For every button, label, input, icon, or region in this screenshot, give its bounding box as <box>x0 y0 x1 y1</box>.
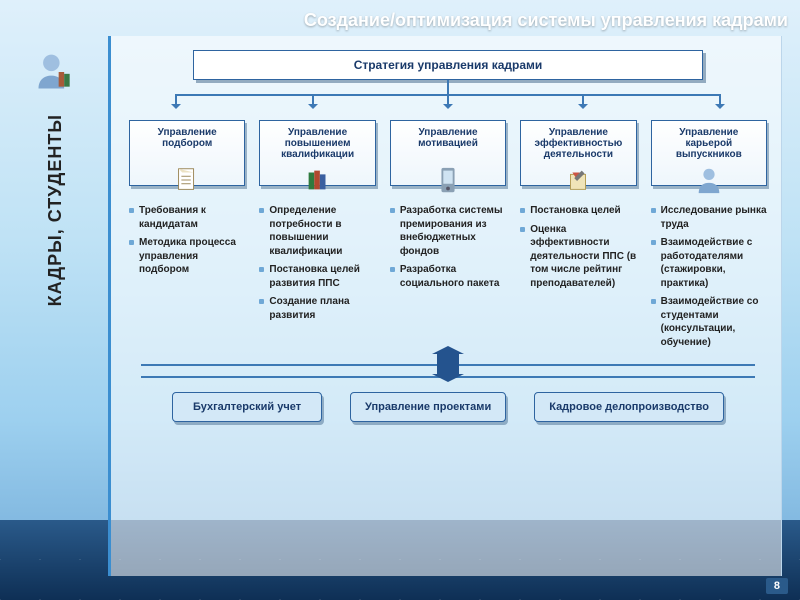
bullet-item: Определение потребности в повышении квал… <box>259 204 375 258</box>
double-arrow-icon <box>430 352 466 376</box>
content-panel: Стратегия управления кадрами Управление … <box>108 36 782 576</box>
columns-row: Управление подбором Требования к кандидат… <box>129 120 767 354</box>
column-bullets: Исследование рынка труда Взаимодействие с… <box>651 204 767 354</box>
column-box: Управление карьерой выпускников <box>651 120 767 186</box>
page-number: 8 <box>766 578 788 594</box>
books-icon <box>303 165 333 195</box>
bottom-row: Бухгалтерский учет Управление проектами Ка… <box>129 392 767 422</box>
sidebar: КАДРЫ, СТУДЕНТЫ <box>10 50 100 306</box>
bottom-box-1: Управление проектами <box>350 392 506 422</box>
column-bullets: Постановка целей Оценка эффективности дея… <box>520 204 636 295</box>
column-2: Управление мотивацией Разработка системы … <box>390 120 506 354</box>
person-icon <box>694 165 724 195</box>
column-0: Управление подбором Требования к кандидат… <box>129 120 245 354</box>
bullet-item: Исследование рынка труда <box>651 204 767 231</box>
column-box: Управление мотивацией <box>390 120 506 186</box>
bullet-item: Оценка эффективности деятельности ППС (в… <box>520 223 636 291</box>
bullet-item: Взаимодействие со студентами (консультац… <box>651 295 767 349</box>
bottom-box-2: Кадровое делопроизводство <box>534 392 724 422</box>
bottom-box-0: Бухгалтерский учет <box>172 392 322 422</box>
tools-icon <box>563 165 593 195</box>
bullet-item: Требования к кандидатам <box>129 204 245 231</box>
person-books-icon <box>33 50 77 94</box>
bullet-item: Разработка социального пакета <box>390 263 506 290</box>
column-box: Управление подбором <box>129 120 245 186</box>
sidebar-vertical-label: КАДРЫ, СТУДЕНТЫ <box>45 114 66 306</box>
slide-title: Создание/оптимизация системы управления … <box>304 10 788 31</box>
bullet-item: Постановка целей <box>520 204 636 218</box>
column-bullets: Определение потребности в повышении квал… <box>259 204 375 327</box>
bullet-item: Создание плана развития <box>259 295 375 322</box>
column-box: Управление эффективностью деятельности <box>520 120 636 186</box>
column-bullets: Разработка системы премирования из внебю… <box>390 204 506 295</box>
bullet-item: Разработка системы премирования из внебю… <box>390 204 506 258</box>
bullet-item: Методика процесса управления подбором <box>129 236 245 277</box>
bullet-item: Взаимодействие с работодателями (стажиро… <box>651 236 767 290</box>
phone-icon <box>433 165 463 195</box>
column-box: Управление повышением квалификации <box>259 120 375 186</box>
document-icon <box>172 165 202 195</box>
bullet-item: Постановка целей развития ППС <box>259 263 375 290</box>
strategy-box: Стратегия управления кадрами <box>193 50 703 80</box>
column-1: Управление повышением квалификации Опреде… <box>259 120 375 354</box>
column-bullets: Требования к кандидатам Методика процесса… <box>129 204 245 282</box>
column-3: Управление эффективностью деятельности По… <box>520 120 636 354</box>
connector-tree <box>156 80 741 116</box>
column-4: Управление карьерой выпускников Исследова… <box>651 120 767 354</box>
